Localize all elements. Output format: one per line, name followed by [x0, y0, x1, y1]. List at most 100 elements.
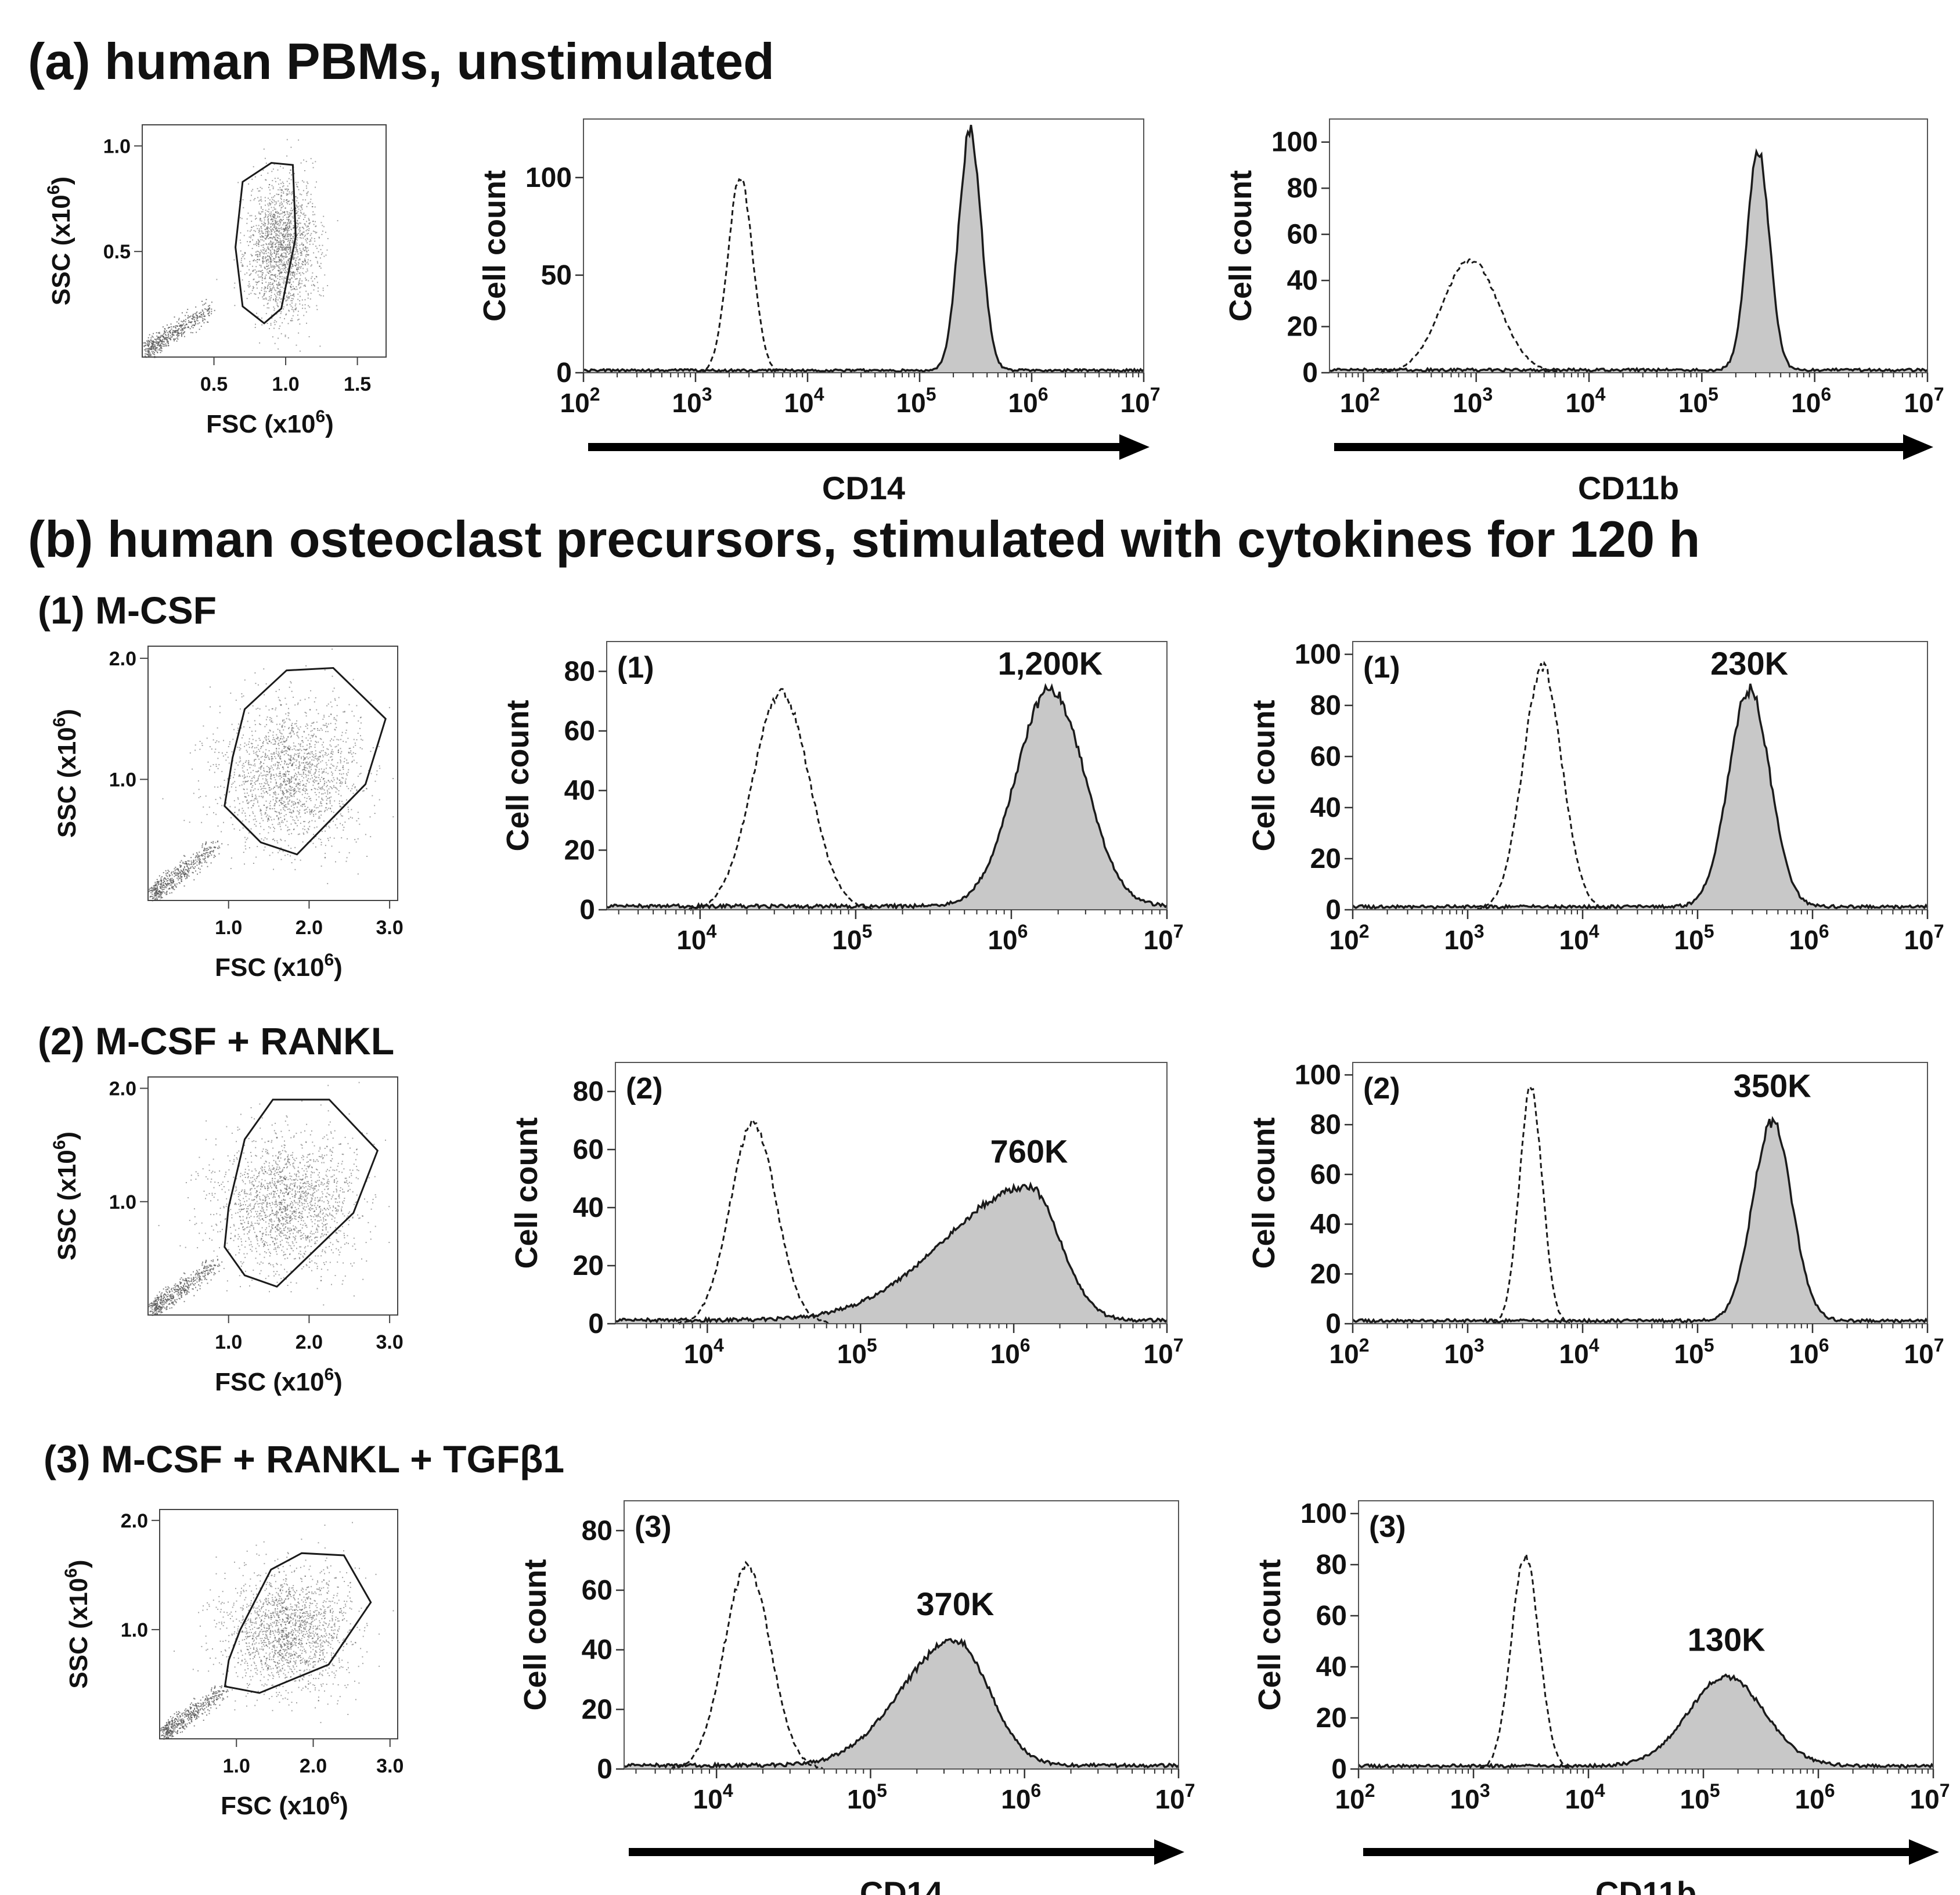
b3-cd14-tag: (3): [635, 1510, 672, 1544]
b1-cd14-stained-fill: [607, 686, 1167, 910]
b2-scatter-plot: 1.0 2.0 1.0 2.0 3.0 FSC (x106) SSC (x106): [50, 1076, 403, 1396]
section-b-heading: (b) human osteoclast precursors, stimula…: [28, 510, 1700, 568]
a-cd11b-stained-fill: [1330, 152, 1927, 373]
a-cd11b-frame: [1329, 118, 1928, 373]
a-cd11b-xtick-label: 104: [1565, 384, 1605, 418]
b3-cd11b-ytick-label: 0: [1331, 1754, 1347, 1785]
b3-cd14-ylabel: Cell count: [518, 1559, 553, 1710]
b3-cd14-control-line: [671, 1561, 824, 1771]
b1-cd11b-ytick-label: 60: [1310, 741, 1341, 772]
b2-cd14-xtick-label: 105: [837, 1335, 877, 1369]
a-cd11b-stained-line: [1329, 148, 1928, 373]
b3-cd11b-arrow-head: [1909, 1839, 1939, 1865]
b2-cd11b-ytick-label: 20: [1310, 1259, 1341, 1289]
b2-cd14-ytick-label: 0: [588, 1309, 604, 1339]
b1-scatter-gate: [224, 667, 387, 856]
b2-cd14-stained-line: [615, 1181, 1168, 1324]
b3-cd11b-xtick-label: 105: [1680, 1780, 1720, 1814]
condition-3-heading: (3) M-CSF + RANKL + TGFβ1: [44, 1438, 565, 1480]
b2-cd11b-xtick-label: 105: [1674, 1335, 1714, 1369]
a-cd11b-ytick-label: 0: [1302, 358, 1318, 388]
b2-cd11b-tag: (2): [1363, 1072, 1400, 1105]
b3-cd11b-marker-label: CD11b: [1595, 1875, 1696, 1895]
b3-cd14-frame: [624, 1500, 1179, 1770]
b1-scatter-xtick-label: 3.0: [376, 917, 403, 939]
b2-cd14-stained-fill: [615, 1184, 1167, 1324]
b1-scatter-ylabel: SSC (x106): [50, 709, 81, 838]
a-cd11b-ytick-label: 80: [1287, 173, 1318, 204]
b2-scatter-xtick-label: 1.0: [215, 1331, 242, 1353]
b1-cd11b-mfi-label: 230K: [1710, 645, 1788, 682]
b2-cd14-ytick-label: 80: [573, 1076, 604, 1107]
b2-cd11b-xtick-label: 103: [1444, 1335, 1485, 1369]
b1-scatter-plot: 1.0 2.0 1.0 2.0 3.0 FSC (x106) SSC (x106): [50, 646, 403, 982]
b3-cd14-xtick-label: 105: [847, 1780, 887, 1814]
a-cd14-stained-line: [583, 124, 1145, 373]
b1-cd14-ytick-label: 20: [564, 835, 595, 866]
b2-cd14-ylabel: Cell count: [509, 1117, 544, 1269]
b2-scatter-events: [149, 1082, 390, 1316]
b3-scatter-xtick-label: 1.0: [223, 1755, 250, 1777]
b2-cd14-mfi-label: 760K: [990, 1133, 1068, 1170]
b3-cd11b-plot: 0 20 40 60 80 100 102 103 104 105 106 107 Cell count…: [1252, 1498, 1950, 1895]
b3-cd14-plot: 0 20 40 60 80 104 105 106 107 Cell count (3) 370K CD…: [518, 1500, 1195, 1895]
b3-cd14-stained-fill: [624, 1639, 1179, 1769]
condition-1-heading: (1) M-CSF: [38, 589, 217, 632]
b2-cd14-control-line: [678, 1118, 829, 1325]
a-cd14-ytick-label: 0: [556, 358, 572, 388]
a-scatter-gate: [235, 161, 297, 325]
a-cd14-xtick-label: 107: [1120, 384, 1161, 418]
b1-scatter-xlabel: FSC (x106): [215, 950, 343, 982]
section-a-heading: (a) human PBMs, unstimulated: [28, 33, 774, 90]
a-cd14-xtick-label: 106: [1008, 384, 1049, 418]
a-cd14-ytick-label: 50: [541, 260, 572, 291]
b2-scatter-frame: [147, 1076, 398, 1316]
b3-scatter-plot: 1.0 2.0 1.0 2.0 3.0 FSC (x106) SSC (x106): [62, 1509, 403, 1820]
b3-cd11b-xtick-label: 106: [1795, 1780, 1835, 1814]
b1-cd11b-stained-fill: [1353, 683, 1927, 910]
b3-cd14-ytick-label: 20: [582, 1694, 613, 1725]
a-cd14-arrow-head: [1119, 434, 1150, 460]
b2-cd11b-xtick-label: 102: [1330, 1335, 1370, 1369]
a-cd14-xtick-label: 103: [672, 384, 712, 418]
b1-cd11b-ytick-label: 40: [1310, 792, 1341, 823]
b3-cd14-xtick-label: 104: [693, 1780, 733, 1814]
b2-scatter-ylabel: SSC (x106): [50, 1132, 81, 1260]
b2-scatter-gate: [224, 1098, 379, 1288]
b3-cd14-marker-label: CD14: [860, 1875, 943, 1895]
b3-cd11b-xtick-label: 104: [1565, 1780, 1605, 1814]
b2-scatter-ytick-label: 2.0: [109, 1078, 136, 1100]
b3-scatter-xtick-label: 2.0: [300, 1755, 327, 1777]
b1-cd14-control-line: [689, 688, 873, 912]
b2-cd14-tag: (2): [626, 1072, 663, 1105]
b1-cd11b-xtick-label: 102: [1330, 921, 1370, 955]
a-cd14-ytick-label: 100: [525, 163, 572, 193]
b2-cd11b-frame: [1352, 1062, 1928, 1324]
b1-scatter-frame: [147, 646, 398, 901]
b3-scatter-ylabel: SSC (x106): [62, 1559, 93, 1688]
b2-cd14-xtick-label: 106: [990, 1335, 1031, 1369]
b2-cd11b-plot: 0 20 40 60 80 100 102 103 104 105 106 107 Cell count…: [1246, 1060, 1944, 1369]
b2-cd14-ytick-label: 40: [573, 1193, 604, 1223]
b2-scatter-xtick-label: 2.0: [296, 1331, 323, 1353]
b2-cd11b-ytick-label: 40: [1310, 1209, 1341, 1240]
b3-cd11b-xtick-label: 107: [1910, 1780, 1950, 1814]
a-cd14-xtick-label: 102: [560, 384, 600, 418]
b1-cd14-plot: 0 20 40 60 80 104 105 106 107 Cell count (1) 1,200K: [500, 641, 1183, 955]
a-scatter-ylabel: SSC (x106): [44, 176, 75, 305]
b1-cd14-ytick-label: 40: [564, 776, 595, 806]
b3-cd11b-stained-fill: [1359, 1674, 1933, 1769]
b2-cd14-plot: 0 20 40 60 80 104 105 106 107 Cell count (2) 760K: [509, 1062, 1183, 1369]
a-cd14-plot: 0 50 100 102 103 104 105 106 107 Cell count CD14: [477, 118, 1161, 506]
b1-cd11b-xtick-label: 104: [1559, 921, 1599, 955]
b2-cd14-xtick-label: 104: [684, 1335, 724, 1369]
b2-scatter-ytick-label: 1.0: [109, 1191, 136, 1213]
b1-cd11b-xtick-label: 105: [1674, 921, 1714, 955]
a-cd11b-ytick-label: 100: [1271, 127, 1318, 158]
b3-cd11b-control-line: [1479, 1554, 1571, 1770]
b3-cd11b-xtick-label: 103: [1450, 1780, 1490, 1814]
b2-cd11b-ytick-label: 100: [1295, 1060, 1341, 1090]
b2-cd14-xtick-label: 107: [1144, 1335, 1184, 1369]
a-cd11b-xtick-label: 105: [1678, 384, 1718, 418]
